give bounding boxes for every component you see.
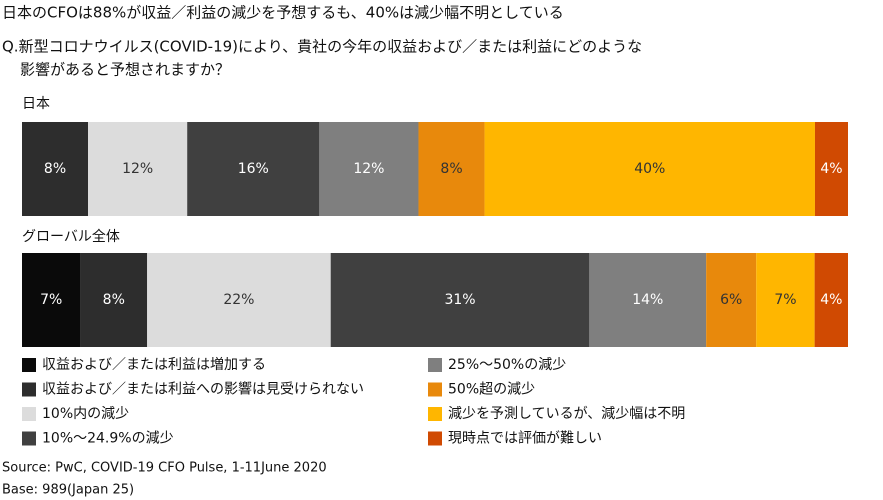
bar-segment (330, 253, 590, 347)
chart-title: 日本のCFOは88%が収益／利益の減少を予想するも、40%は減少幅不明としている (2, 4, 564, 22)
data-label: 4% (820, 161, 842, 177)
bar-segment (814, 253, 848, 347)
bar-segment (22, 253, 81, 347)
bar-segment (187, 122, 320, 216)
data-label: 31% (444, 292, 475, 308)
data-label: 8% (103, 292, 125, 308)
legend-swatch (22, 358, 36, 372)
legend-label: 現時点では評価が難しい (448, 431, 602, 447)
data-label: 8% (440, 161, 462, 177)
data-label: 16% (238, 161, 269, 177)
chart-subtitle: Q.新型コロナウイルス(COVID-19)により、貴社の今年の収益および／または… (2, 38, 642, 56)
category-label: グローバル全体 (22, 228, 120, 245)
legend-swatch (428, 382, 442, 397)
data-label: 7% (774, 292, 796, 308)
bar-segment (418, 122, 485, 216)
bar-segment (319, 122, 419, 216)
legend-swatch (22, 407, 36, 421)
source-note: Source: PwC, COVID-19 CFO Pulse, 1-11Jun… (2, 461, 327, 476)
legend-label: 収益および／または利益への影響は見受けられない (42, 381, 364, 398)
legend-swatch (22, 431, 36, 446)
legend-label: 収益および／または利益は増加する (42, 357, 266, 373)
legend-label: 10%内の減少 (42, 405, 129, 422)
data-label: 6% (720, 292, 742, 308)
category-label: 日本 (22, 96, 50, 112)
legend-label: 減少を予測しているが、減少幅は不明 (448, 405, 685, 422)
data-label: 8% (44, 161, 66, 177)
data-label: 40% (634, 161, 665, 177)
bar-segment (706, 253, 757, 347)
legend-label: 10%〜24.9%の減少 (42, 430, 174, 447)
bar-segment (22, 122, 89, 216)
data-label: 22% (223, 292, 254, 308)
bar-segment (80, 253, 148, 347)
legend-swatch (428, 431, 442, 446)
chart-subtitle: 影響があると予想されますか？ (20, 61, 230, 79)
data-label: 4% (820, 292, 842, 308)
bar-segment (756, 253, 815, 347)
legend-label: 25%〜50%の減少 (448, 356, 566, 373)
base-note: Base: 989(Japan 25) (2, 483, 134, 498)
data-label: 7% (40, 292, 62, 308)
data-label: 12% (122, 161, 153, 177)
bar-segment (147, 253, 331, 347)
bar-segment (589, 253, 707, 347)
bar-segment (88, 122, 188, 216)
legend-swatch (428, 358, 442, 372)
data-label: 12% (353, 161, 384, 177)
legend-swatch (428, 407, 442, 421)
bar-segment (484, 122, 815, 216)
data-label: 14% (632, 292, 663, 308)
bar-segment (814, 122, 848, 216)
legend-swatch (22, 382, 36, 397)
legend-label: 50%超の減少 (448, 381, 535, 398)
